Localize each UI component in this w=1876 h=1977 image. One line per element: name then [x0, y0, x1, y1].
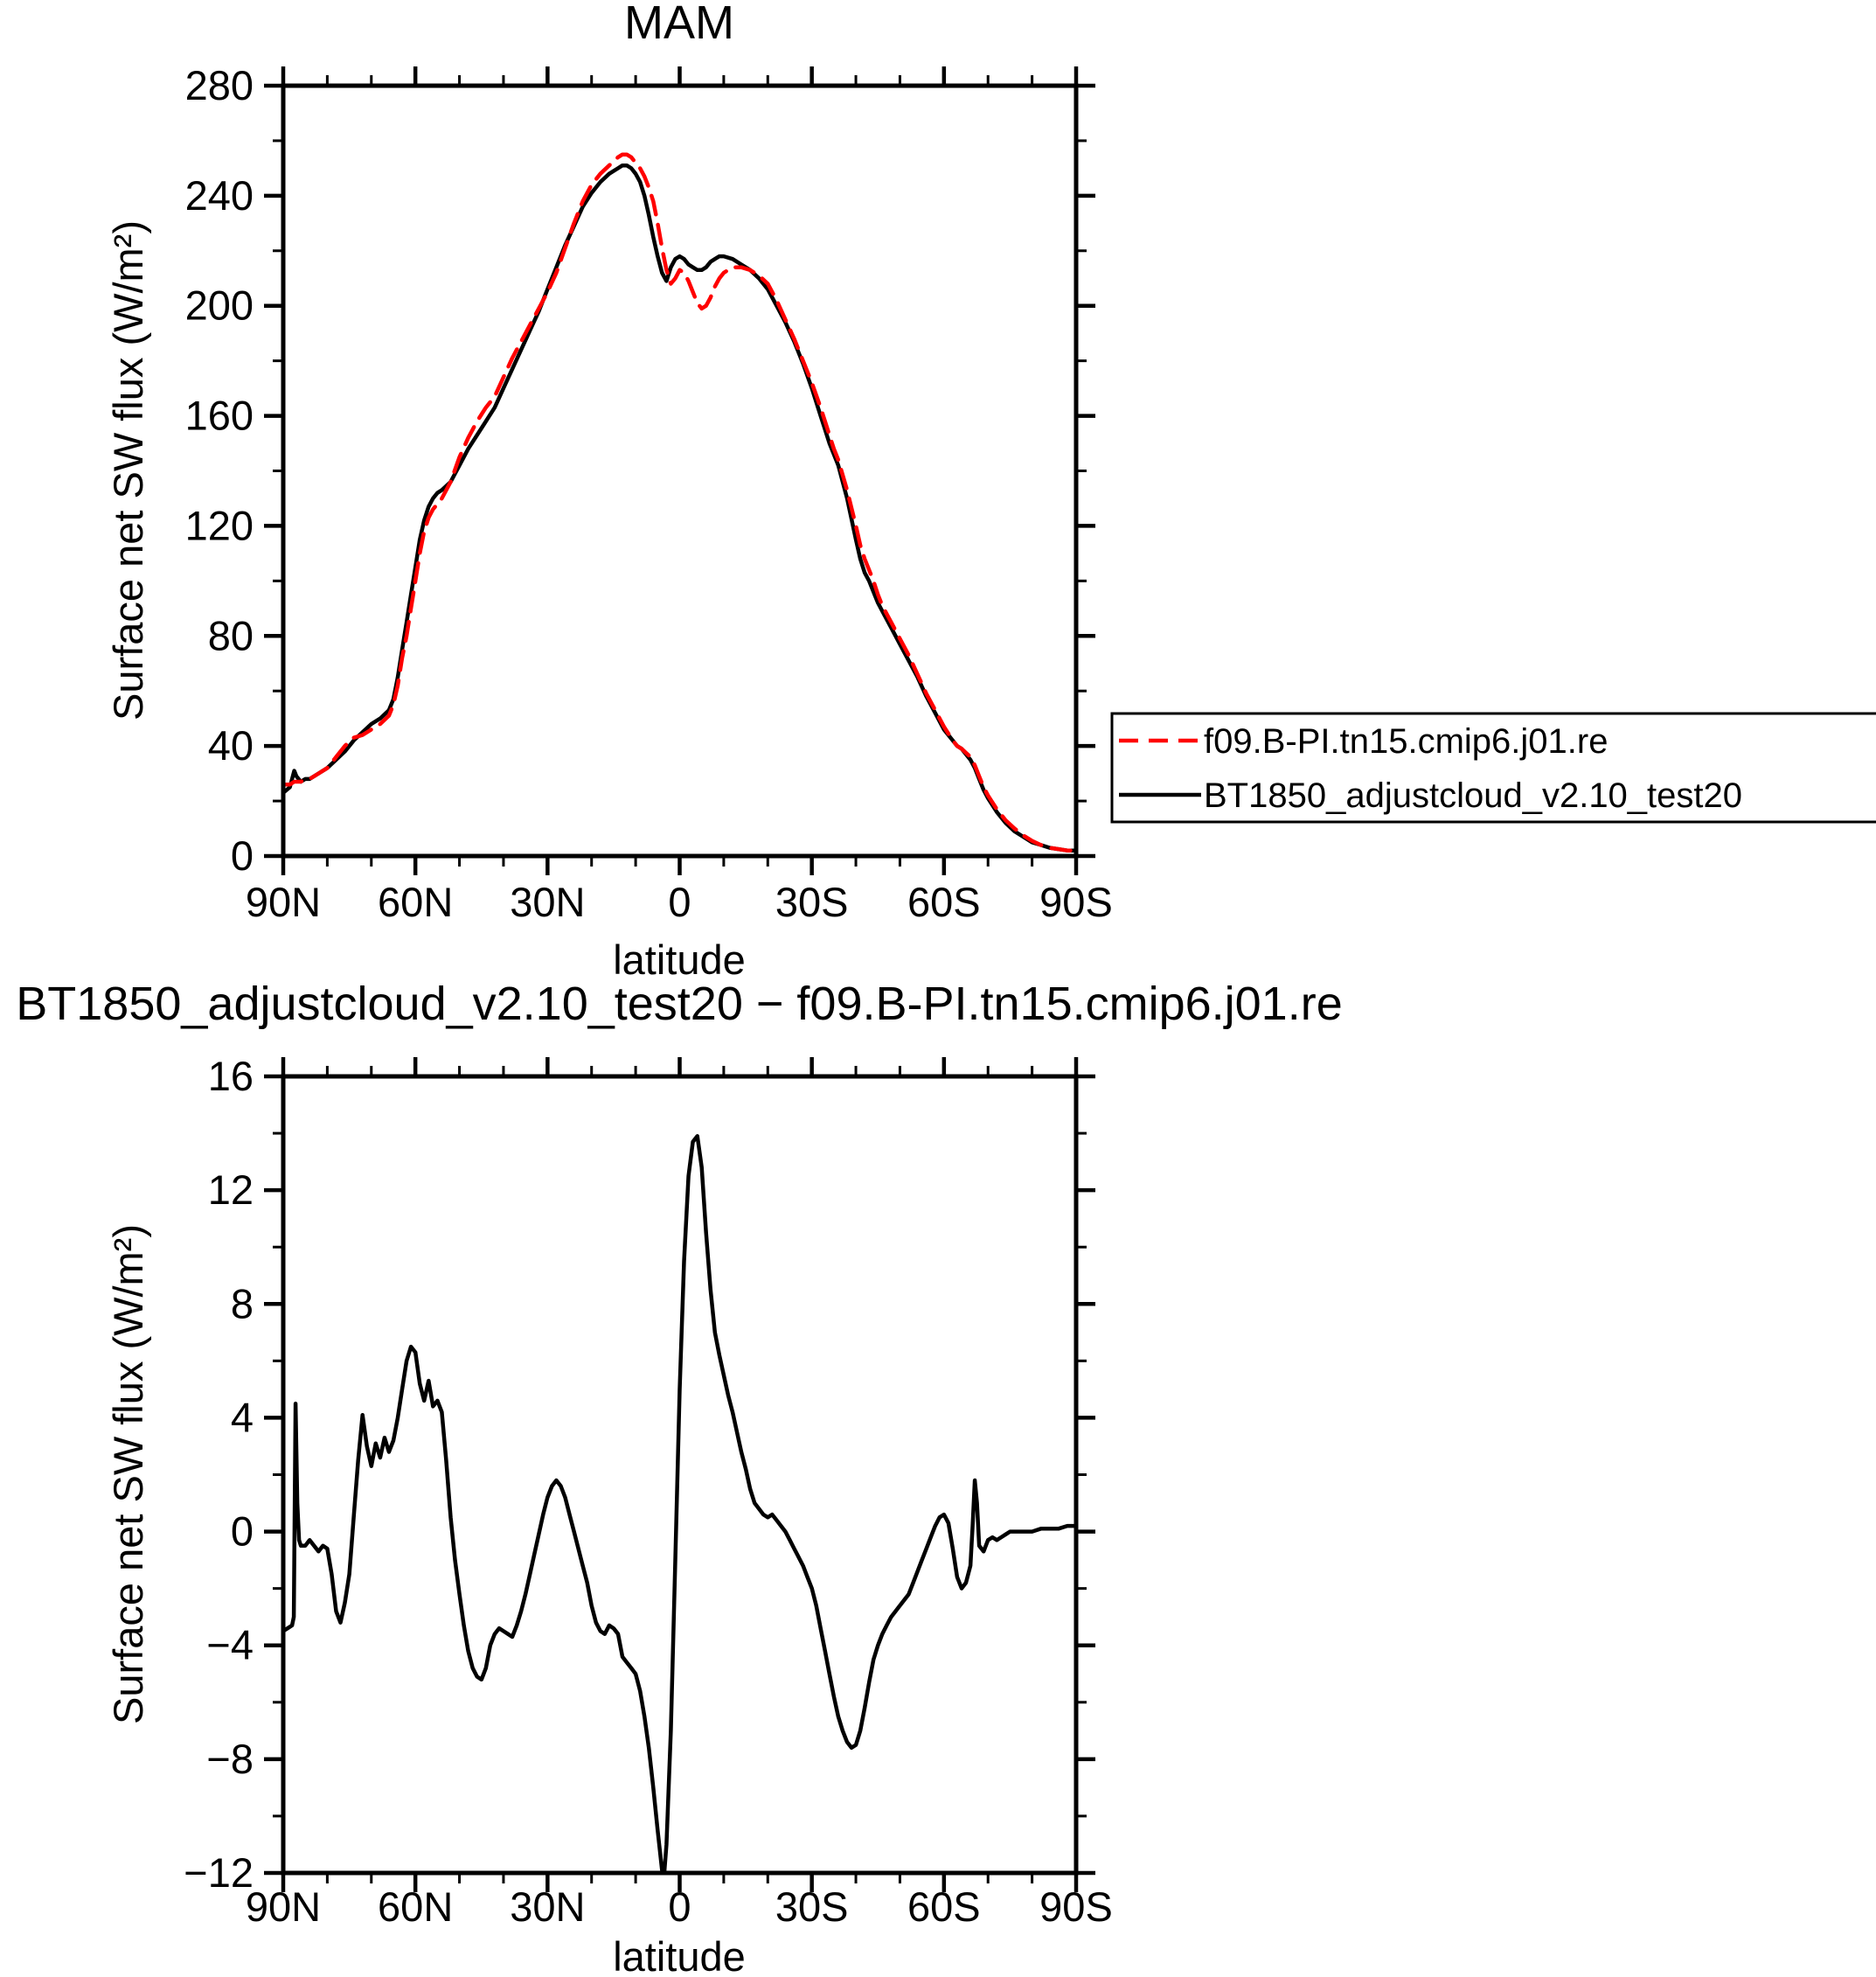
legend-label-bt1850: BT1850_adjustcloud_v2.10_test20 — [1204, 776, 1742, 815]
legend-label-f09: f09.B-PI.tn15.cmip6.j01.re — [1204, 722, 1608, 761]
x-tick-label: 60N — [378, 879, 453, 925]
bottom-chart: BT1850_adjustcloud_v2.10_test20 − f09.B-… — [16, 978, 1342, 1977]
y-tick-label: 0 — [231, 1508, 254, 1555]
x-tick-label: 90N — [246, 879, 321, 925]
y-tick-label: 4 — [231, 1394, 254, 1440]
plot-frame — [281, 83, 1079, 859]
plot-frame — [281, 1074, 1079, 1876]
y-tick-label: 8 — [231, 1280, 254, 1326]
x-tick-label: 30S — [775, 879, 849, 925]
y-tick-label: 200 — [185, 282, 254, 329]
legend: f09.B-PI.tn15.cmip6.j01.re BT1850_adjust… — [1110, 712, 1876, 824]
series-line-solid — [283, 1134, 1076, 1873]
series-line-solid — [283, 163, 1076, 853]
top-chart-x-axis-label: latitude — [613, 936, 746, 983]
y-tick-label: 40 — [208, 722, 254, 769]
top-chart-y-axis-label: Surface net SW flux (W/m²) — [105, 220, 151, 720]
x-tick-label: 30N — [510, 1883, 585, 1930]
x-tick-label: 30N — [510, 879, 585, 925]
x-tick-label: 0 — [668, 879, 691, 925]
y-tick-label: 280 — [185, 62, 254, 108]
y-tick-label: −12 — [184, 1849, 254, 1896]
y-tick-label: −4 — [206, 1622, 254, 1668]
top-chart-title: MAM — [624, 0, 734, 49]
x-tick-label: 90S — [1039, 1883, 1113, 1930]
y-tick-label: 12 — [208, 1166, 254, 1213]
bottom-chart-x-axis-label: latitude — [613, 1933, 746, 1977]
y-tick-label: 16 — [208, 1053, 254, 1099]
x-tick-label: 60S — [907, 879, 981, 925]
top-chart-marks: 90N 60N 30N 0 30S 60S 90S 0 40 80 120 160 200 240 280 — [185, 62, 1113, 925]
y-tick-label: 120 — [185, 502, 254, 548]
bottom-chart-marks: 90N 60N 30N 0 30S 60S 90S −12 −8 −4 0 4 8 12 16 — [184, 1053, 1113, 1930]
x-tick-label: 0 — [668, 1883, 691, 1930]
series-line-dashed — [283, 152, 1076, 853]
x-tick-label: 90N — [246, 1883, 321, 1930]
y-tick-label: 240 — [185, 172, 254, 219]
bottom-chart-y-axis-label: Surface net SW flux (W/m²) — [105, 1224, 151, 1724]
bottom-chart-title: BT1850_adjustcloud_v2.10_test20 − f09.B-… — [16, 978, 1342, 1030]
x-tick-label: 60N — [378, 1883, 453, 1930]
x-tick-label: 60S — [907, 1883, 981, 1930]
y-tick-label: −8 — [206, 1736, 254, 1782]
x-tick-label: 30S — [775, 1883, 849, 1930]
legend-box — [1110, 712, 1876, 824]
x-tick-label: 90S — [1039, 879, 1113, 925]
y-tick-label: 160 — [185, 393, 254, 439]
y-tick-label: 80 — [208, 612, 254, 658]
top-chart: MAM Surface net SW flux (W/m²) latitude … — [105, 0, 1113, 983]
y-tick-label: 0 — [231, 832, 254, 879]
